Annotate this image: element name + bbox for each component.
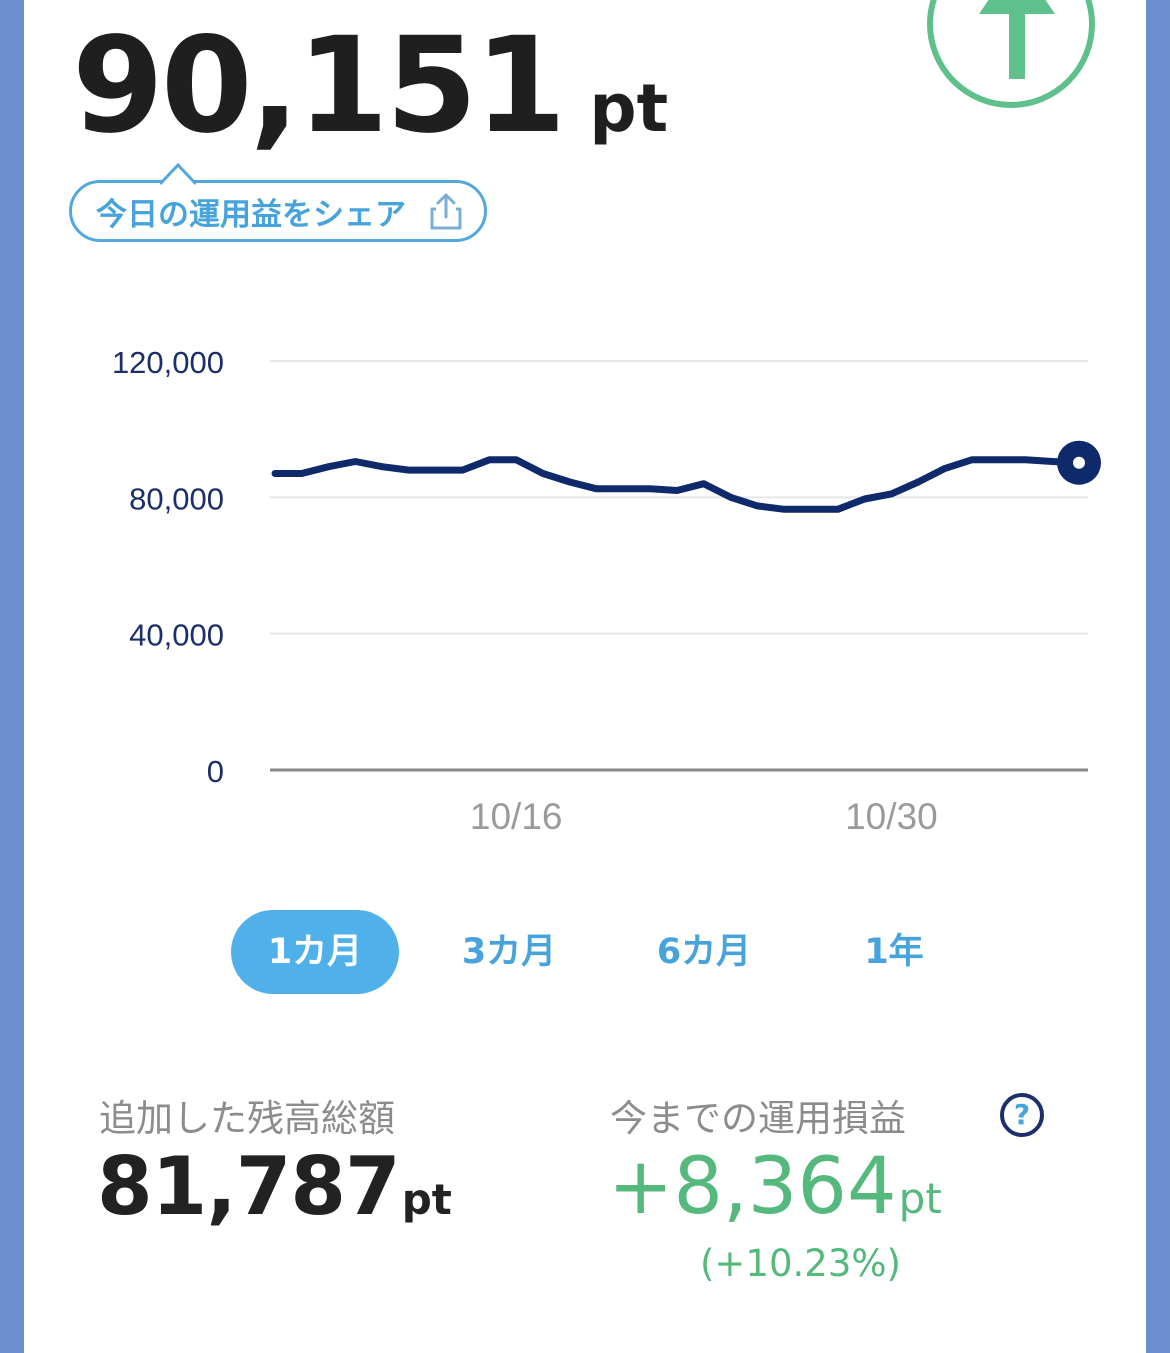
- balance-line-chart: 120,000 80,000 40,000 0 10/16 10/30: [112, 345, 1101, 837]
- latest-point-center: [1073, 456, 1085, 469]
- y-tick-label: 80,000: [129, 481, 224, 516]
- balance-value: 90,151: [72, 9, 566, 163]
- share-button-label: 今日の運用益をシェア: [96, 196, 406, 233]
- y-tick-label: 40,000: [129, 618, 224, 653]
- share-icon: [430, 193, 462, 230]
- total-gain-unit: pt: [898, 1174, 942, 1223]
- total-gain-percent: (+10.23%): [700, 1242, 901, 1285]
- x-tick-label: 10/30: [845, 796, 938, 837]
- tab-6-months[interactable]: 6カ月: [656, 932, 752, 972]
- tab-1-year[interactable]: 1年: [864, 932, 924, 972]
- total-gain-label: 今までの運用損益: [610, 1097, 906, 1140]
- balance-unit: pt: [589, 70, 669, 147]
- balance-display: 90,151 pt: [72, 20, 668, 152]
- added-balance: 81,787 pt: [97, 1140, 452, 1233]
- y-tick-label: 0: [207, 754, 224, 789]
- total-gain: +8,364 pt: [608, 1142, 942, 1232]
- added-balance-unit: pt: [401, 1175, 452, 1224]
- series-line: [271, 456, 1083, 513]
- x-tick-label: 10/16: [470, 796, 563, 837]
- asset-card: 90,151 pt 今日の運用益をシェア 120,000 80,000 40,000…: [24, 0, 1146, 1353]
- period-tabs: 1カ月 3カ月 6カ月 1年: [231, 910, 1031, 994]
- tab-1-month[interactable]: 1カ月: [231, 910, 399, 994]
- tab-3-months[interactable]: 3カ月: [461, 932, 557, 972]
- added-balance-value: 81,787: [97, 1140, 401, 1233]
- y-tick-label: 120,000: [112, 345, 224, 380]
- added-balance-label: 追加した残高総額: [99, 1097, 395, 1140]
- arrow-up-icon: [927, 0, 1095, 108]
- total-gain-value: +8,364: [608, 1142, 897, 1232]
- help-icon[interactable]: ?: [1000, 1093, 1044, 1137]
- share-today-gain-button[interactable]: 今日の運用益をシェア: [69, 163, 487, 242]
